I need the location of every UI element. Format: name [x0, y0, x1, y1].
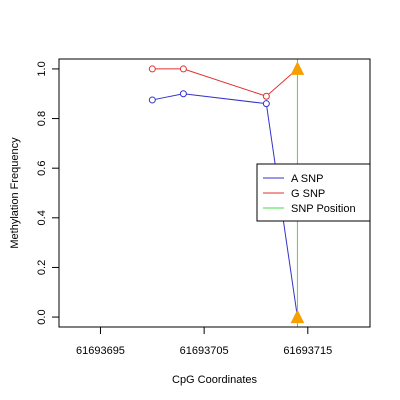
data-point-a-snp: [148, 96, 156, 104]
data-point-a-snp: [179, 90, 187, 98]
x-axis-ticks: 61693695 61693705 61693715: [76, 327, 332, 357]
x-tick-label: 61693695: [76, 345, 125, 357]
snp-marker-triangle: [290, 309, 305, 324]
legend-label-snp-position: SNP Position: [291, 203, 356, 215]
data-point-g-snp: [179, 65, 187, 73]
x-axis-label: CpG Coordinates: [172, 374, 257, 386]
x-tick-label: 61693715: [283, 345, 332, 357]
y-tick-label: 0.4: [36, 210, 48, 225]
y-tick-label: 0.0: [36, 309, 48, 324]
series-line-g-snp: [152, 68, 298, 97]
snp-marker-triangle: [290, 61, 305, 75]
data-point-g-snp: [262, 92, 270, 100]
y-tick-label: 0.8: [36, 111, 48, 126]
y-axis-ticks: 0.0 0.2 0.4 0.6 0.8 1.0: [36, 61, 59, 325]
y-axis-label: Methylation Frequency: [9, 137, 21, 249]
y-tick-label: 0.6: [36, 161, 48, 176]
series-layer: [148, 59, 305, 327]
y-tick-label: 0.2: [36, 260, 48, 275]
x-tick-label: 61693705: [180, 345, 229, 357]
legend: A SNP G SNP SNP Position: [256, 163, 371, 222]
y-tick-label: 1.0: [36, 61, 48, 76]
data-point-a-snp: [262, 100, 270, 108]
legend-label-a-snp: A SNP: [291, 173, 323, 185]
legend-frame: [256, 163, 371, 222]
data-point-g-snp: [148, 65, 156, 73]
legend-label-g-snp: G SNP: [291, 188, 325, 200]
